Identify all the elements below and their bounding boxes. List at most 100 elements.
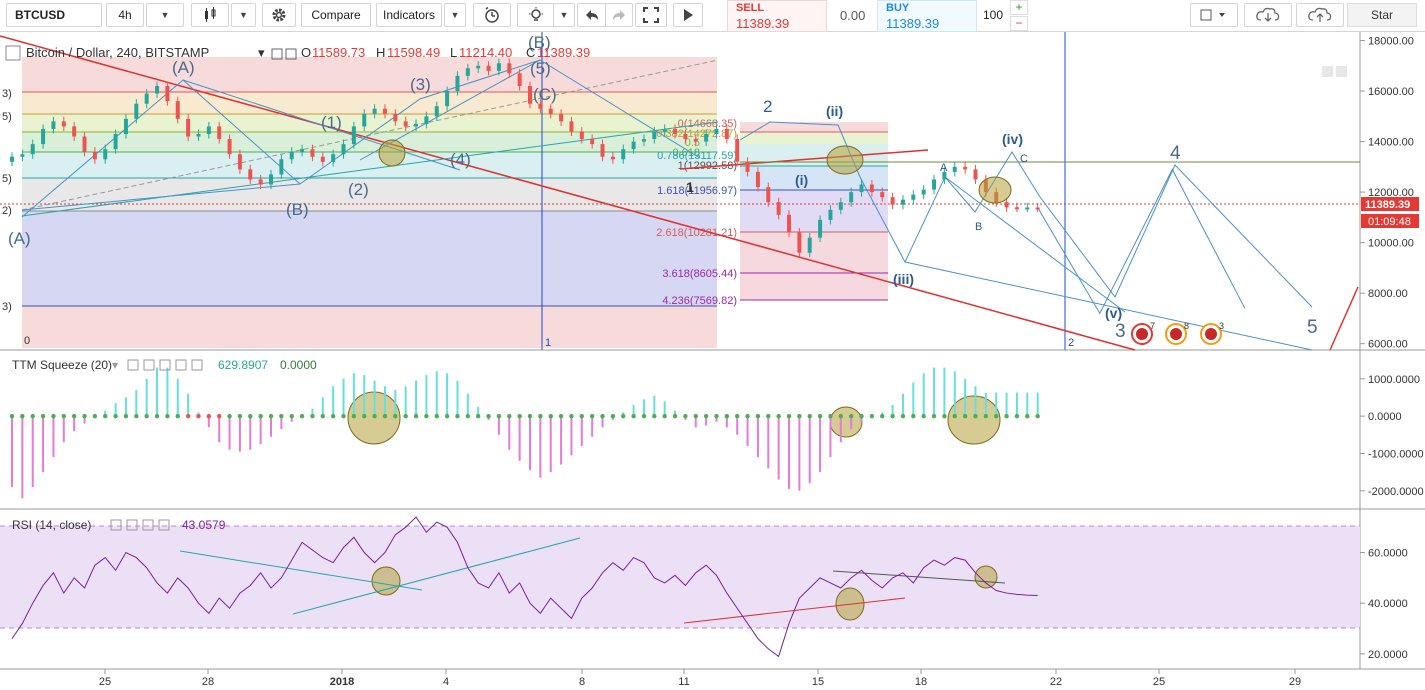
squeeze-dot [890,413,895,419]
squeeze-dot [610,413,616,419]
squeeze-dot [496,413,502,419]
star-button[interactable]: Star [1347,3,1417,27]
ttm-eye-icon[interactable] [127,359,139,371]
undo-button[interactable] [577,3,607,27]
squeeze-dot [444,413,450,419]
ttm-more-icon[interactable] [159,359,171,371]
ttm-axis[interactable]: 1000.0000 0.0000 -1000.0000 -2000.0000 [1360,374,1424,498]
alert-button[interactable] [473,3,511,27]
legend-collapse-toggle[interactable] [5,45,21,61]
vertical-line-label: 1 [545,337,551,349]
redo-button[interactable] [605,3,633,27]
squeeze-dot [714,413,719,419]
rsi-path [11,516,1038,658]
fullscreen-button[interactable] [635,3,667,27]
rsi-tick-label: 20.0000 [1368,649,1408,661]
chart-canvas[interactable]: 0(14668.35) 0.382(14272.87) 0.5 0.618 0.… [0,32,1425,690]
symbol-search-field[interactable]: BTCUSD [6,3,102,27]
ttm-settings-icon[interactable] [143,359,155,371]
quantity-increase-button[interactable]: + [1010,0,1028,15]
quantity-decrease-button[interactable]: − [1010,16,1028,31]
rsi-band [0,526,1360,628]
ttm-close-icon[interactable] [191,359,203,371]
candle-body [973,169,978,180]
candle-body [496,63,501,71]
rsi-more-icon[interactable] [142,519,154,531]
candle-body [745,161,750,172]
wave-label: 3 [1115,321,1126,342]
legend-eye-icon[interactable] [271,48,283,60]
indicators-label: Indicators [382,8,436,22]
scroll-controls[interactable] [1322,66,1347,77]
candle-body [621,149,626,160]
squeeze-dot [683,413,688,419]
price-tick-label: 14000.00 [1368,137,1414,149]
load-layout-button[interactable] [1244,3,1292,27]
rsi-axis[interactable]: 60.0000 40.0000 20.0000 [1360,548,1408,661]
alarm-clock-icon [485,6,499,23]
time-axis[interactable]: 25 28 2018 4 8 11 15 18 22 25 29 [99,669,1301,688]
interval-button[interactable]: 4h [106,3,144,27]
squeeze-dot [807,413,812,419]
rsi-close-icon[interactable] [158,519,170,531]
quantity-field[interactable]: 100 [983,8,1004,22]
indicators-dropdown[interactable]: ▼ [444,3,466,27]
chart-type-dropdown[interactable]: ▼ [231,3,256,27]
candle-body [227,139,232,155]
chevron-down-icon[interactable]: ▾ [112,358,118,372]
candle-body [724,128,729,140]
candle-body [206,126,211,134]
event-badge[interactable]: 3 [1200,321,1224,345]
event-count: 7 [1150,321,1155,331]
price-tick-label: 12000.00 [1368,187,1414,199]
compare-button[interactable]: Compare [301,3,371,27]
rsi-eye-icon[interactable] [110,519,122,531]
scroll-down-icon[interactable] [1322,66,1333,77]
candle-body [165,86,170,102]
time-tick-label: 28 [202,676,214,688]
templates-dropdown[interactable]: ▼ [553,3,575,27]
squeeze-dot [434,413,439,419]
candle-body [869,184,874,193]
chart-type-button[interactable] [191,3,229,27]
scroll-up-icon[interactable] [1336,66,1347,77]
price-tick-label: 8000.00 [1368,288,1408,300]
rsi-trend-lines[interactable] [179,537,1006,624]
legend-settings-icon[interactable] [285,48,297,60]
indicators-button[interactable]: Indicators [376,3,442,27]
interval-dropdown[interactable]: ▼ [146,3,184,27]
buy-button[interactable]: BUY 11389.39 [877,0,977,32]
sell-button[interactable]: SELL 11389.39 [727,0,827,32]
replay-button[interactable] [673,3,703,27]
wave-label: (B) [528,33,551,52]
event-badge[interactable]: 8 [1165,321,1189,345]
save-layout-button[interactable] [1296,3,1344,27]
squeeze-dot [476,413,481,419]
candle-body [590,139,595,145]
ttm-source-icon[interactable] [175,359,187,371]
squeeze-dot [51,413,56,419]
time-tick-label: 22 [1050,676,1062,688]
candle-body [528,86,532,104]
settings-button[interactable] [262,3,296,27]
star-label: Star [1370,8,1393,22]
color-theme-button[interactable] [1190,3,1238,27]
wave-label: 1 [686,179,694,195]
squeeze-dot [776,413,781,419]
candle-body [579,131,584,140]
squeeze-dot [745,413,750,419]
candle-body [134,103,139,119]
legend-symbol-chevron-icon[interactable]: ▾ [258,45,265,60]
candlestick-series [10,58,1246,315]
price-tick-label: 16000.00 [1368,86,1414,98]
templates-button[interactable] [517,3,555,27]
rsi-settings-icon[interactable] [126,519,138,531]
price-axis[interactable]: 18000.00 16000.00 14000.00 12000.00 10000.00… [1360,36,1414,351]
squeeze-dot [859,413,864,419]
squeeze-dot [362,413,367,419]
event-badge[interactable]: 7 [1131,321,1155,345]
event-count: 8 [1184,321,1189,331]
economic-events[interactable]: 7 8 3 [1131,321,1224,345]
play-icon [684,9,693,21]
fib-anchor-label: 0 [24,335,30,347]
